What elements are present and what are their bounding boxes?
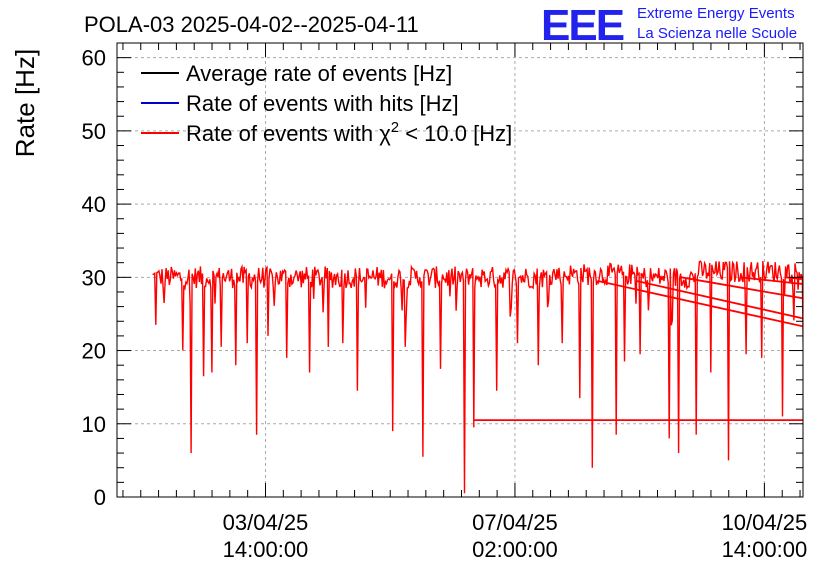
y-tick-label: 30 bbox=[82, 265, 106, 290]
y-tick-label: 60 bbox=[82, 46, 106, 71]
y-tick-label: 40 bbox=[82, 192, 106, 217]
legend-entry-label: Average rate of events [Hz] bbox=[186, 61, 452, 86]
series-connector-line bbox=[636, 280, 803, 320]
series-connector-line bbox=[597, 280, 803, 328]
plot-frame bbox=[116, 42, 804, 498]
x-tick-label-date: 10/04/25 bbox=[722, 510, 808, 535]
x-tick-label-time: 02:00:00 bbox=[472, 537, 558, 562]
axes: 010203040506003/04/2514:00:0007/04/2502:… bbox=[82, 42, 808, 562]
y-axis-label: Rate [Hz] bbox=[10, 49, 40, 157]
eee-logo-mark: EEE bbox=[541, 1, 624, 50]
plot-area bbox=[152, 260, 803, 494]
x-tick-label-date: 03/04/25 bbox=[223, 510, 309, 535]
y-tick-label: 10 bbox=[82, 412, 106, 437]
y-tick-label: 20 bbox=[82, 339, 106, 364]
x-tick-label-date: 07/04/25 bbox=[472, 510, 558, 535]
y-tick-label: 0 bbox=[94, 485, 106, 510]
y-tick-label: 50 bbox=[82, 119, 106, 144]
series-line-chi2 bbox=[152, 260, 803, 494]
x-tick-label-time: 14:00:00 bbox=[223, 537, 309, 562]
series-connector-line bbox=[740, 276, 803, 285]
legend-entry-label: Rate of events with hits [Hz] bbox=[186, 91, 459, 116]
chart-title: POLA-03 2025-04-02--2025-04-11 bbox=[84, 12, 419, 37]
series-connector-line bbox=[681, 276, 803, 300]
eee-logo-line2: La Scienza nelle Scuole bbox=[637, 25, 797, 42]
x-tick-label-time: 14:00:00 bbox=[722, 537, 808, 562]
eee-logo: EEE Extreme Energy Events La Scienza nel… bbox=[541, 1, 797, 50]
eee-logo-line1: Extreme Energy Events bbox=[637, 5, 795, 22]
legend-entry-label: Rate of events with χ2 < 10.0 [Hz] bbox=[186, 119, 512, 146]
legend: Average rate of events [Hz] Rate of event… bbox=[141, 61, 512, 146]
